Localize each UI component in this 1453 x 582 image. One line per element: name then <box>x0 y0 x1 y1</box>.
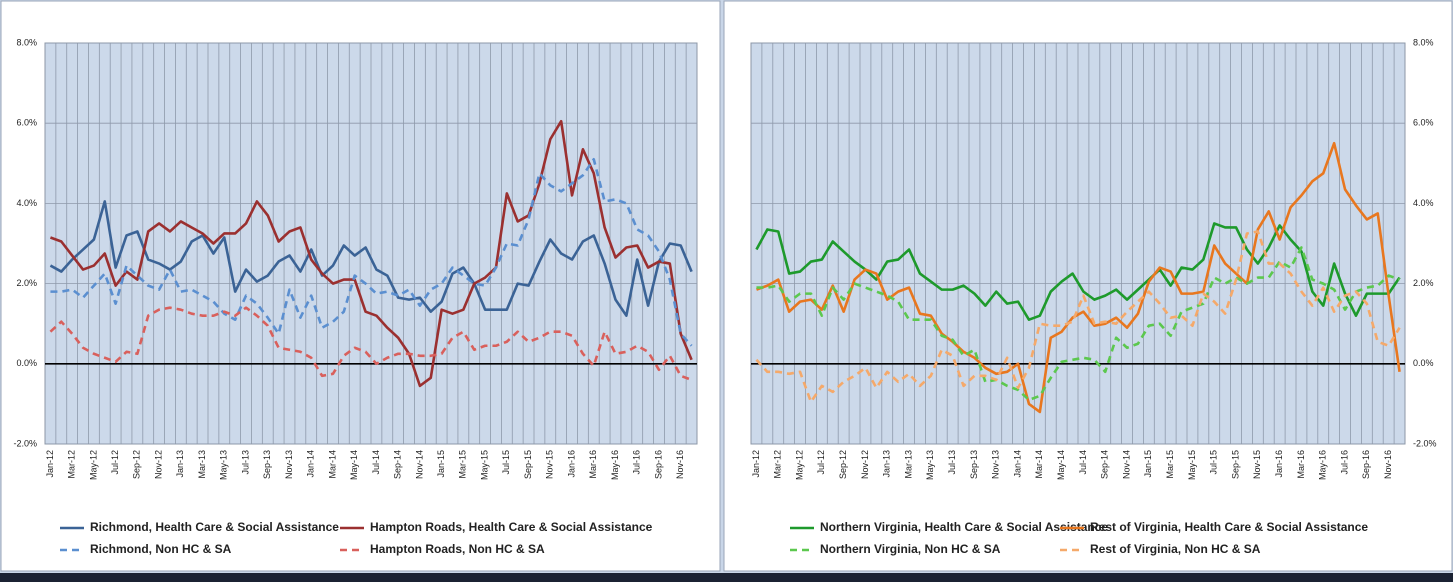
x-tick-label: Jan-16 <box>566 450 576 478</box>
y-tick-label: 4.0% <box>16 198 37 208</box>
x-tick-label: Sep-16 <box>1361 450 1371 479</box>
x-tick-label: Jan-13 <box>882 450 892 478</box>
x-tick-label: Mar-12 <box>773 450 783 479</box>
y-tick-label: 2.0% <box>1413 278 1434 288</box>
x-tick-label: Sep-12 <box>132 450 142 479</box>
y-tick-label: 2.0% <box>16 278 37 288</box>
x-tick-label: Sep-13 <box>262 450 272 479</box>
x-tick-label: May-12 <box>794 450 804 480</box>
x-tick-label: Sep-15 <box>523 450 533 479</box>
x-tick-label: Jan-14 <box>1012 450 1022 478</box>
x-tick-label: Jan-15 <box>1143 450 1153 478</box>
x-tick-label: Jul-12 <box>110 450 120 475</box>
x-tick-label: Jul-14 <box>1078 450 1088 475</box>
x-tick-label: Mar-13 <box>197 450 207 479</box>
x-tick-label: Sep-16 <box>653 450 663 479</box>
y-tick-label: -2.0% <box>1413 438 1437 448</box>
x-tick-label: Nov-13 <box>991 450 1001 479</box>
bottom-strip <box>0 573 1453 582</box>
series-line <box>49 306 693 382</box>
x-tick-label: Mar-15 <box>1165 450 1175 479</box>
y-tick-label: 6.0% <box>1413 118 1434 128</box>
x-tick-label: Jul-16 <box>1339 450 1349 475</box>
x-tick-label: May-14 <box>349 450 359 480</box>
x-tick-label: Jul-13 <box>947 450 957 475</box>
x-tick-label: Nov-13 <box>284 450 294 479</box>
y-tick-label: 0.0% <box>1413 358 1434 368</box>
x-tick-label: Mar-14 <box>1034 450 1044 479</box>
x-tick-label: Mar-16 <box>588 450 598 479</box>
x-tick-label: Jan-12 <box>45 450 55 478</box>
x-tick-label: Nov-14 <box>1121 450 1131 479</box>
x-tick-label: Jan-12 <box>751 450 761 478</box>
x-tick-label: Jan-15 <box>436 450 446 478</box>
legend-text: Northern Virginia, Health Care & Social … <box>820 520 1108 534</box>
x-tick-label: Mar-12 <box>67 450 77 479</box>
x-tick-label: Nov-15 <box>545 450 555 479</box>
x-tick-label: May-16 <box>1318 450 1328 480</box>
x-tick-label: Jul-12 <box>816 450 826 475</box>
x-tick-label: Jul-13 <box>240 450 250 475</box>
y-tick-label: -2.0% <box>13 438 37 448</box>
series-line <box>50 157 693 347</box>
legend-text: Richmond, Non HC & SA <box>90 542 232 556</box>
series-line <box>49 200 693 317</box>
x-tick-label: Jul-15 <box>1209 450 1219 475</box>
x-tick-label: Jul-16 <box>632 450 642 475</box>
x-tick-label: Sep-14 <box>1100 450 1110 479</box>
y-tick-label: 0.0% <box>16 358 37 368</box>
x-tick-label: May-14 <box>1056 450 1066 480</box>
x-tick-label: Jul-14 <box>371 450 381 475</box>
x-tick-label: Jan-16 <box>1274 450 1284 478</box>
x-tick-label: May-16 <box>610 450 620 480</box>
series-line <box>755 222 1401 321</box>
x-tick-label: Mar-14 <box>327 450 337 479</box>
x-tick-label: Sep-14 <box>393 450 403 479</box>
y-tick-label: 6.0% <box>16 118 37 128</box>
x-tick-label: May-15 <box>1187 450 1197 480</box>
x-tick-label: Sep-13 <box>969 450 979 479</box>
x-tick-label: Nov-15 <box>1252 450 1262 479</box>
y-tick-label: 4.0% <box>1413 198 1434 208</box>
x-tick-label: Nov-12 <box>860 450 870 479</box>
series-line <box>49 119 693 388</box>
x-tick-label: Mar-13 <box>903 450 913 479</box>
x-tick-label: May-13 <box>219 450 229 480</box>
x-tick-label: May-13 <box>925 450 935 480</box>
x-tick-label: May-15 <box>479 450 489 480</box>
legend-text: Rest of Virginia, Non HC & SA <box>1090 542 1261 556</box>
x-tick-label: Nov-14 <box>414 450 424 479</box>
x-tick-label: May-12 <box>88 450 98 480</box>
x-tick-label: Jul-15 <box>501 450 511 475</box>
x-tick-label: Nov-12 <box>153 450 163 479</box>
x-tick-label: Sep-15 <box>1230 450 1240 479</box>
legend-text: Richmond, Health Care & Social Assistanc… <box>90 520 339 534</box>
legend-text: Rest of Virginia, Health Care & Social A… <box>1090 520 1368 534</box>
y-tick-label: 8.0% <box>16 37 37 47</box>
x-tick-label: Nov-16 <box>675 450 685 479</box>
series-line <box>756 246 1400 402</box>
x-tick-label: Mar-16 <box>1296 450 1306 479</box>
series-line <box>756 141 1401 414</box>
legend-text: Hampton Roads, Non HC & SA <box>370 542 545 556</box>
legend-text: Northern Virginia, Non HC & SA <box>820 542 1001 556</box>
y-tick-label: 8.0% <box>1413 37 1434 47</box>
x-tick-label: Mar-15 <box>458 450 468 479</box>
x-tick-label: Sep-12 <box>838 450 848 479</box>
legend-text: Hampton Roads, Health Care & Social Assi… <box>370 520 653 534</box>
x-tick-label: Nov-16 <box>1383 450 1393 479</box>
x-tick-label: Jan-13 <box>175 450 185 478</box>
x-tick-label: Jan-14 <box>306 450 316 478</box>
